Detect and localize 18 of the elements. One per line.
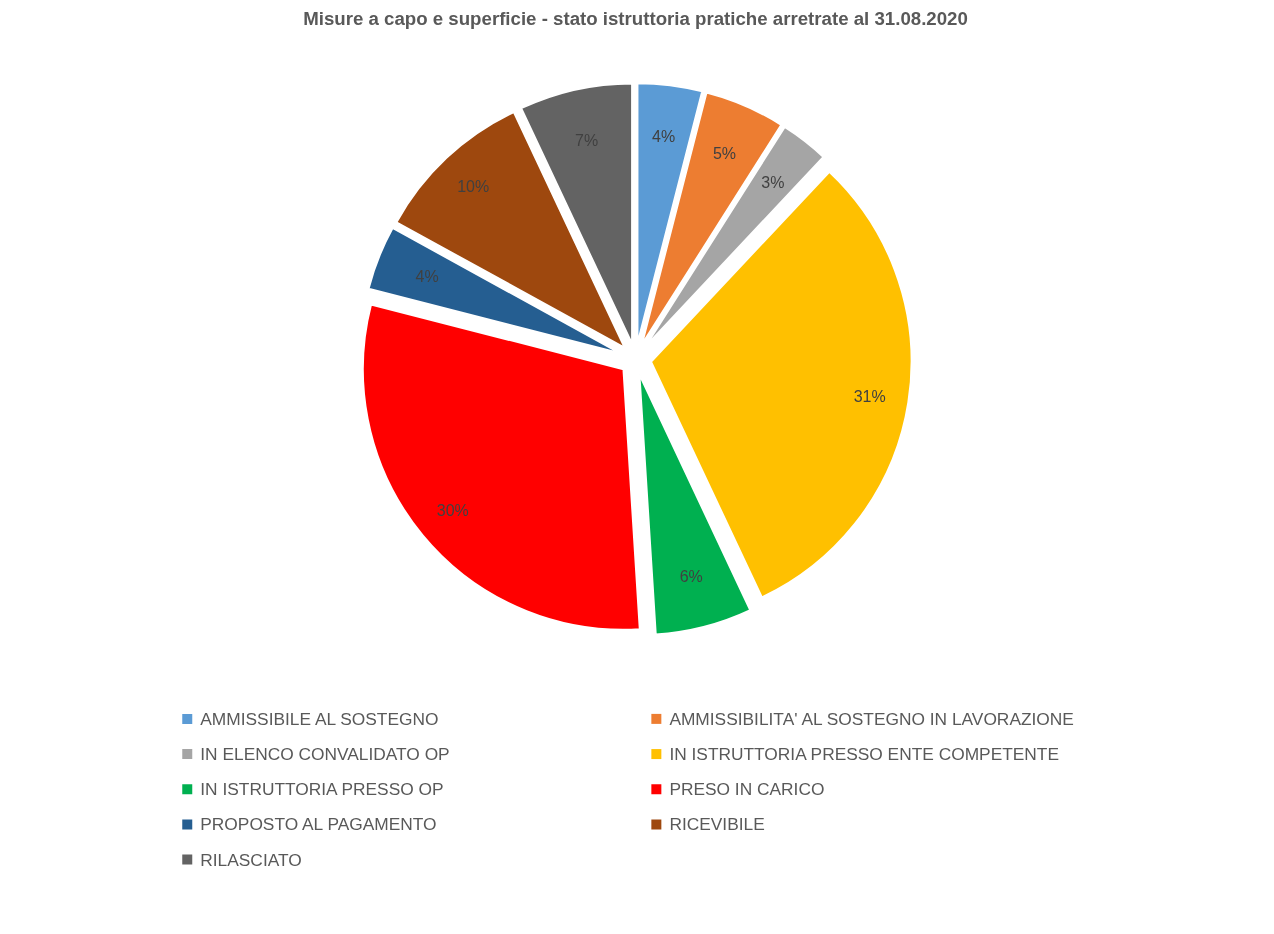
legend-label: AMMISSIBILITA' AL SOSTEGNO IN LAVORAZIONE [669,708,1074,729]
legend-label: RILASCIATO [200,849,302,870]
data-label: 3% [761,173,785,191]
legend-label: IN ISTRUTTORIA PRESSO OP [200,779,444,800]
data-label: 5% [712,145,737,163]
legend-label: RICEVIBILE [669,814,765,835]
legend-label: IN ELENCO CONVALIDATO OP [200,744,450,765]
legend-label: IN ISTRUTTORIA PRESSO ENTE COMPETENTE [669,744,1059,765]
data-label: 10% [457,177,490,195]
legend-label: PRESO IN CARICO [669,779,825,800]
data-label: 4% [415,268,439,286]
data-label: 6% [679,567,703,585]
legend-label: PROPOSTO AL PAGAMENTO [200,814,437,835]
data-label: 4% [652,128,676,146]
data-label: 31% [853,387,886,405]
chart-title: Misure a capo e superficie - stato istruttoria pratiche arretrate al 31.08.2020 [303,7,968,29]
legend-label: AMMISSIBILE AL SOSTEGNO [200,708,439,729]
data-label: 30% [436,501,469,519]
